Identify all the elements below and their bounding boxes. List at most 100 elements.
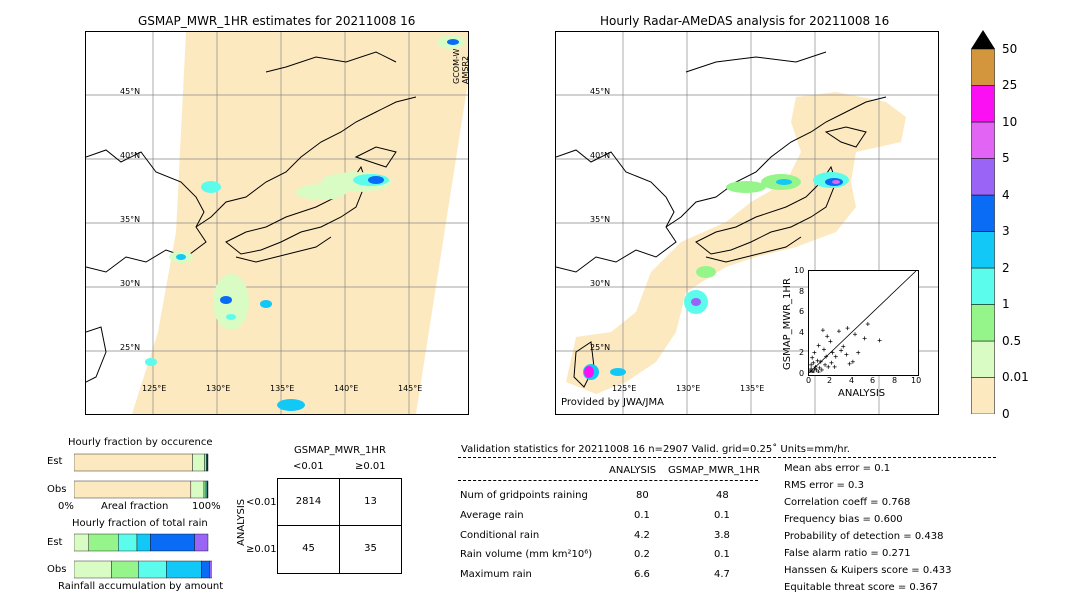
scatter-xtick-0: 0 [806,376,812,385]
radar-coverage [566,92,906,394]
coastlines [86,51,417,383]
stat-analysis-gridpoints: 80 [636,490,649,501]
left-map-svg [86,32,468,414]
scatter-point [821,347,826,352]
score-correlation: Correlation coeff = 0.768 [784,497,911,508]
stat-analysis-average: 0.1 [634,510,650,521]
scatter-point [841,344,846,349]
stat-label-gridpoints: Num of gridpoints raining [460,490,588,501]
graticule [86,32,468,414]
lon-label-130: 130°E [206,384,231,393]
lat-label-45: 45°N [120,87,141,96]
scatter-xlabel: ANALYSIS [838,388,886,399]
table-header-divider [458,480,758,481]
total-rain-bar-obs-0 [74,560,112,579]
scatter-point [839,348,844,353]
score-far: False alarm ratio = 0.271 [784,548,911,559]
score-frequency-bias: Frequency bias = 0.600 [784,514,903,525]
colorbar-segment-3 [971,267,995,305]
occurrence-bar-obs-1 [190,480,205,499]
rain-patches [145,35,465,411]
colorbar-segment-1 [971,340,995,378]
left-map-panel: 45°N 40°N 35°N 30°N 25°N 125°E 130°E 135… [85,31,469,415]
scatter-ytick-10: 10 [794,266,805,275]
right-lat-label-45: 45°N [590,87,611,96]
scatter-point [811,360,816,365]
score-rms: RMS error = 0.3 [784,480,864,491]
occurrence-title: Hourly fraction by occurence [68,437,213,448]
colorbar-top-arrow [971,30,995,49]
occurrence-tick-0: 0% [58,501,74,512]
colorbar [971,30,995,415]
scatter-point [833,354,838,359]
scatter-point [809,366,814,371]
contingency-vline [339,479,340,573]
scatter-ytick-6: 6 [799,307,805,316]
right-map-svg [556,32,938,414]
right-lat-label-40: 40°N [590,151,611,160]
colorbar-label-3: 3 [1002,224,1010,238]
lat-label-40: 40°N [120,151,141,160]
scatter-point [828,339,833,344]
contingency-hline [278,525,401,526]
scatter-diagonal [808,270,917,374]
colorbar-label-5: 5 [1002,151,1010,165]
right-lat-label-30: 30°N [590,279,611,288]
scatter-xtick-8: 8 [892,376,898,385]
stat-label-maximum: Maximum rain [460,569,532,580]
right-lat-label-35: 35°N [590,215,611,224]
occurrence-xlabel: Areal fraction [101,501,169,512]
occurrence-bar-obs-2 [203,480,207,499]
scatter-point [820,328,825,333]
total-rain-bar-obs-5 [209,560,212,579]
contingency-grid: 2814 13 45 35 [277,478,402,574]
total-rain-bar-est-5 [194,533,209,552]
occurrence-tick-100: 100% [192,501,221,512]
occurrence-cat-obs: Obs [47,484,67,495]
scatter-point [829,360,834,365]
contingency-row-lt: <0.01 [246,497,277,508]
contingency-row-ge: ≥0.01 [246,544,277,555]
scatter-ytick-4: 4 [799,328,805,337]
total-rain-bar-obs-1 [111,560,139,579]
scatter-point [847,361,852,366]
scatter-point [856,350,861,355]
scatter-point [810,355,815,360]
stat-gsmap-maximum: 4.7 [714,569,730,580]
stat-analysis-conditional: 4.2 [634,530,650,541]
scatter-ytick-8: 8 [799,287,805,296]
occurrence-bar-obs-0 [74,480,192,499]
scatter-point [862,336,867,341]
stat-gsmap-conditional: 3.8 [714,530,730,541]
stat-gsmap-gridpoints: 48 [716,490,729,501]
scatter-point [845,326,850,331]
scatter-xtick-6: 6 [870,376,876,385]
colorbar-label-0.5: 0.5 [1002,334,1022,348]
right-lon-label-135: 135°E [740,384,765,393]
score-hk: Hanssen & Kuipers score = 0.433 [784,565,952,576]
contingency-cell-00: 2814 [295,496,322,507]
col-header-analysis: ANALYSIS [609,465,657,476]
stat-analysis-volume: 0.2 [634,549,650,560]
colorbar-segment-5 [971,194,995,232]
occurrence-bar-chart [74,453,209,499]
total-rain-bar-est-4 [150,533,195,552]
scatter-point [813,364,818,369]
contingency-title: GSMAP_MWR_1HR [294,445,386,456]
scatter-ylabel: GSMAP_MWR_1HR [782,278,793,370]
colorbar-segment-4 [971,231,995,269]
stat-label-conditional: Conditional rain [460,530,540,541]
validation-header: Validation statistics for 20211008 16 n=… [461,444,850,455]
scatter-point [816,343,821,348]
total-rain-cat-obs: Obs [47,564,67,575]
colorbar-label-4: 4 [1002,188,1010,202]
colorbar-svg [971,30,995,415]
score-mae: Mean abs error = 0.1 [784,463,891,474]
scatter-point [830,350,835,355]
lat-label-35: 35°N [120,215,141,224]
right-rain-patches [583,172,849,380]
scatter-point [853,332,858,337]
occurrence-bar-est-0 [74,453,193,472]
contingency-cell-01: 13 [364,496,377,507]
scatter-xtick-2: 2 [827,376,833,385]
